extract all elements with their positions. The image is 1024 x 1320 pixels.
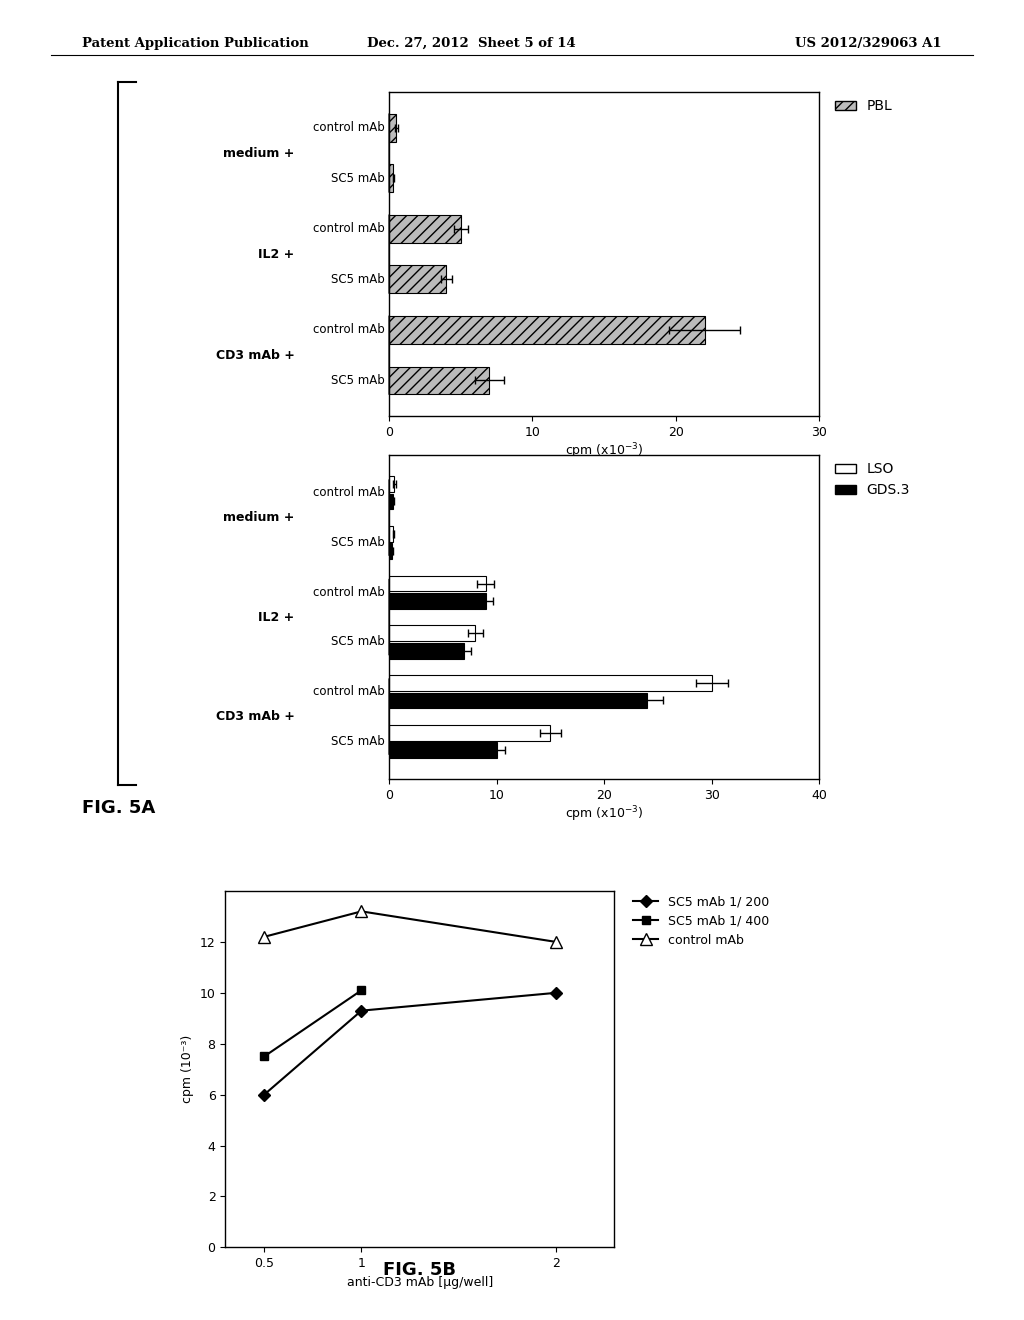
Text: Patent Application Publication: Patent Application Publication — [82, 37, 308, 50]
Bar — [389, 494, 393, 510]
SC5 mAb 1/ 200 — [258, 1086, 270, 1102]
Bar — [389, 215, 461, 243]
Text: SC5 mAb: SC5 mAb — [331, 735, 385, 748]
Text: Dec. 27, 2012  Sheet 5 of 14: Dec. 27, 2012 Sheet 5 of 14 — [367, 37, 575, 50]
Bar — [389, 477, 394, 492]
Bar — [389, 544, 392, 560]
Text: FIG. 5A: FIG. 5A — [82, 799, 156, 817]
Text: SC5 mAb: SC5 mAb — [331, 374, 385, 387]
Text: US 2012/329063 A1: US 2012/329063 A1 — [796, 37, 942, 50]
X-axis label: cpm (x10$^{-3}$): cpm (x10$^{-3}$) — [565, 804, 643, 824]
SC5 mAb 1/ 400 — [355, 982, 368, 998]
control mAb — [258, 929, 270, 945]
Text: CD3 mAb +: CD3 mAb + — [216, 348, 295, 362]
Text: IL2 +: IL2 + — [258, 248, 295, 260]
SC5 mAb 1/ 400 — [258, 1048, 270, 1064]
Bar — [389, 643, 465, 659]
Bar — [389, 675, 712, 690]
SC5 mAb 1/ 200 — [355, 1003, 368, 1019]
Bar — [389, 725, 551, 741]
Bar — [389, 525, 393, 541]
Text: FIG. 5B: FIG. 5B — [383, 1261, 457, 1279]
Legend: SC5 mAb 1/ 200, SC5 mAb 1/ 400, control mAb: SC5 mAb 1/ 200, SC5 mAb 1/ 400, control … — [629, 890, 775, 952]
Text: SC5 mAb: SC5 mAb — [331, 635, 385, 648]
Bar — [389, 576, 486, 591]
Text: medium +: medium + — [223, 511, 295, 524]
control mAb — [355, 903, 368, 919]
Bar — [389, 593, 486, 609]
X-axis label: anti-CD3 mAb [μg/well]: anti-CD3 mAb [μg/well] — [347, 1275, 493, 1288]
Bar — [389, 315, 705, 343]
Bar — [389, 265, 446, 293]
Bar — [389, 626, 475, 642]
Legend: PBL: PBL — [835, 99, 893, 114]
Text: control mAb: control mAb — [313, 323, 385, 337]
Legend: LSO, GDS.3: LSO, GDS.3 — [835, 462, 910, 498]
Bar — [389, 165, 393, 193]
Text: control mAb: control mAb — [313, 121, 385, 135]
Text: control mAb: control mAb — [313, 685, 385, 698]
control mAb — [550, 935, 562, 950]
Text: SC5 mAb: SC5 mAb — [331, 273, 385, 286]
Bar — [389, 367, 489, 395]
Text: control mAb: control mAb — [313, 222, 385, 235]
Text: IL2 +: IL2 + — [258, 611, 295, 623]
Bar — [389, 742, 497, 758]
Text: control mAb: control mAb — [313, 586, 385, 599]
Text: CD3 mAb +: CD3 mAb + — [216, 710, 295, 723]
Bar — [389, 693, 647, 709]
Line: SC5 mAb 1/ 200: SC5 mAb 1/ 200 — [260, 989, 560, 1098]
Bar — [389, 114, 396, 141]
SC5 mAb 1/ 200 — [550, 985, 562, 1001]
Line: SC5 mAb 1/ 400: SC5 mAb 1/ 400 — [260, 986, 366, 1061]
Text: control mAb: control mAb — [313, 486, 385, 499]
Line: control mAb: control mAb — [259, 906, 561, 948]
X-axis label: cpm (x10$^{-3}$): cpm (x10$^{-3}$) — [565, 441, 643, 461]
Y-axis label: cpm (10⁻³): cpm (10⁻³) — [181, 1035, 195, 1104]
Text: SC5 mAb: SC5 mAb — [331, 172, 385, 185]
Text: SC5 mAb: SC5 mAb — [331, 536, 385, 549]
Text: medium +: medium + — [223, 147, 295, 160]
